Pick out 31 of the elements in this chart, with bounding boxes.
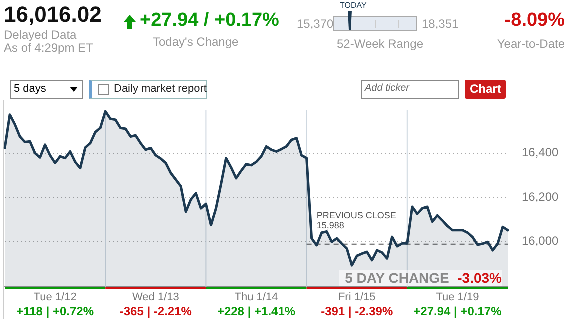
text: Year-to-Date xyxy=(497,37,565,51)
x-tick-label: Wed 1/13 xyxy=(132,292,180,304)
text: +228 | +1.41% xyxy=(217,304,296,318)
annotation: 5 DAY CHANGE xyxy=(345,270,450,286)
text: 15,370 xyxy=(297,17,334,31)
text: Delayed Data xyxy=(4,28,77,42)
x-tick-label: Tue 1/19 xyxy=(436,292,480,304)
text: Chart xyxy=(470,82,502,96)
text: 18,351 xyxy=(422,17,459,31)
dropdown: 5 days xyxy=(10,80,83,99)
x-tick-label: Thu 1/14 xyxy=(234,292,278,304)
text: +27.94 | +0.17% xyxy=(414,304,502,318)
text: -391 | -2.39% xyxy=(321,304,394,318)
chart-title: 16,016.02 xyxy=(4,2,102,28)
text: +27.94 / +0.17% xyxy=(140,10,280,32)
ref-line-label: PREVIOUS CLOSE 15,988 xyxy=(316,210,396,230)
text: -365 | -2.21% xyxy=(120,304,192,318)
annotation: -3.03% xyxy=(458,270,503,286)
y-tick-label: 16,000 xyxy=(522,234,560,248)
text: Daily market report xyxy=(114,83,207,95)
x-tick-label: Fri 1/15 xyxy=(338,292,376,304)
text: As of 4:29pm ET xyxy=(4,41,94,55)
text: 52-Week Range xyxy=(337,37,424,51)
y-tick-label: 16,200 xyxy=(522,190,560,204)
text: +118 | +0.72% xyxy=(16,304,94,318)
y-tick-label: 16,400 xyxy=(522,146,560,160)
x-tick-label: Tue 1/12 xyxy=(34,292,77,304)
text: Today's Change xyxy=(153,35,239,49)
text: -8.09% xyxy=(504,10,565,32)
text: Add ticker xyxy=(365,83,410,94)
text: TODAY xyxy=(340,1,367,10)
